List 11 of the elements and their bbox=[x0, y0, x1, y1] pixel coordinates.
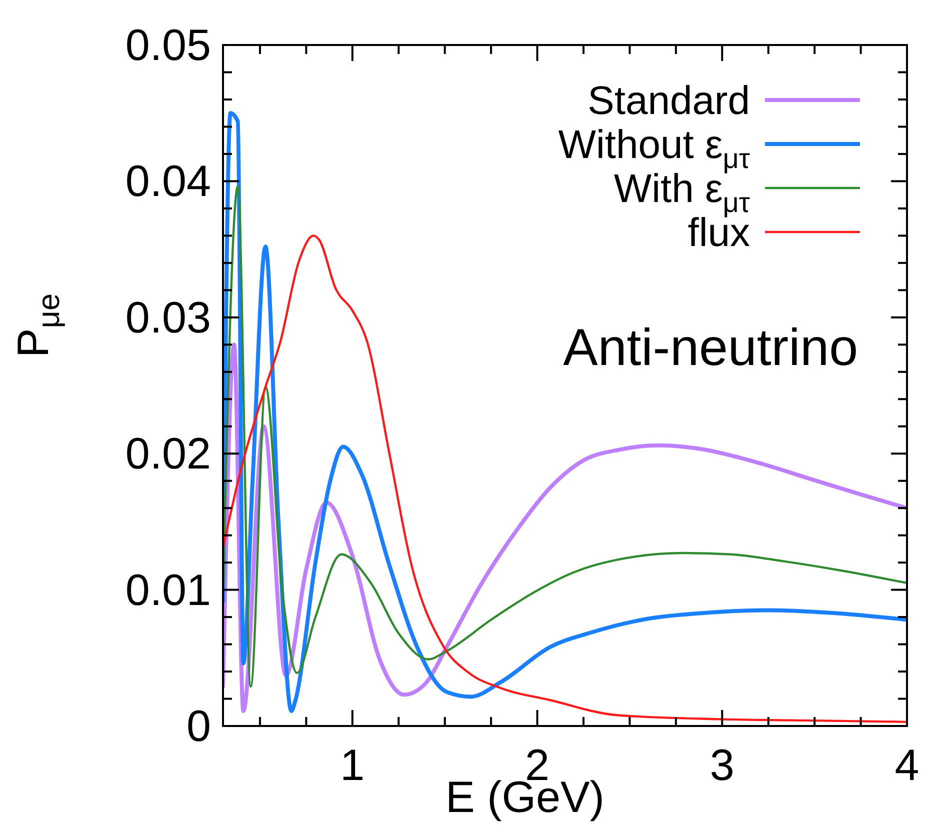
x-tick-label: 3 bbox=[710, 741, 734, 790]
legend-label: Standard bbox=[588, 79, 750, 123]
x-tick-label: 1 bbox=[340, 741, 365, 790]
y-tick-label: 0.05 bbox=[125, 21, 211, 70]
y-tick-label: 0.01 bbox=[125, 566, 211, 615]
y-tick-label: 0 bbox=[186, 702, 211, 751]
y-tick-label: 0.03 bbox=[125, 293, 211, 342]
y-tick-label: 0.04 bbox=[125, 157, 211, 206]
x-tick-label: 4 bbox=[894, 741, 920, 790]
y-tick-label: 0.02 bbox=[125, 430, 211, 479]
annotation: Anti-neutrino bbox=[563, 319, 858, 377]
